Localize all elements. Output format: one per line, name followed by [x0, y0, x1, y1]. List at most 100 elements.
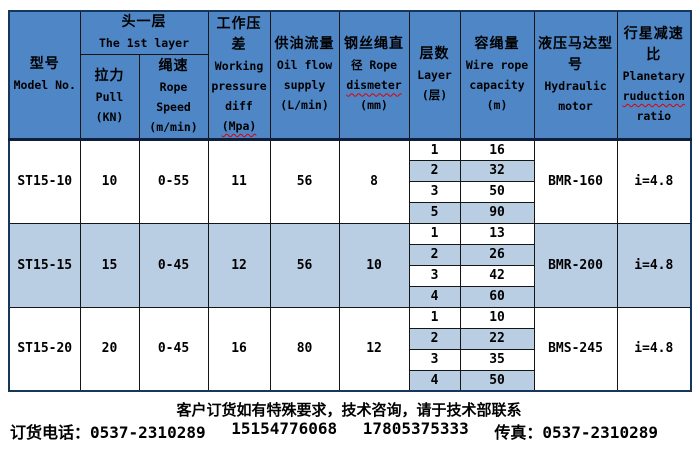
header-line: Planetary: [622, 68, 685, 83]
col-header-rope-diameter: 钢丝绳直 径 Rope dismeter (mm): [338, 10, 410, 140]
header-line: pressure: [211, 78, 267, 93]
layer-cell: 4: [408, 285, 461, 308]
table-row: ST15-10 10 0-55 11 56 8 1 16 BMR-160 i=4…: [8, 138, 692, 224]
spec-table: 型号 Model No. 头一层 The 1st layer 工作压差 Work…: [8, 10, 693, 392]
pressure-cell: 16: [207, 306, 271, 392]
header-line: Working: [214, 58, 264, 73]
oil-cell: 56: [269, 222, 340, 308]
phone-number-3: 17805375333: [362, 419, 469, 438]
header-line: 径 Rope: [350, 58, 398, 73]
ratio-cell: i=4.8: [616, 138, 692, 224]
layer-cell: 2: [408, 327, 461, 350]
col-header-capacity: 容绳量 Wire rope capacity (m): [459, 10, 535, 140]
phone-number-2: 15154776068: [231, 419, 338, 438]
header-line: The 1st layer: [99, 36, 190, 51]
col-header-ratio: 行星减速 比 Planetary ruduction ratio: [616, 10, 692, 140]
header-line-misspelled: ruduction: [622, 88, 685, 103]
header-line: 层数: [419, 46, 450, 63]
diameter-cell: 10: [338, 222, 410, 308]
header-line: Rope: [159, 79, 188, 94]
capacity-cell: 50: [459, 180, 535, 203]
header-line: ratio: [636, 108, 672, 123]
header-line: diff: [225, 98, 253, 113]
col-header-first-layer: 头一层 The 1st layer: [79, 10, 209, 55]
pull-cell: 15: [79, 222, 140, 308]
col-header-motor: 液压马达型 号 Hydraulic motor: [533, 10, 618, 140]
capacity-cell: 16: [459, 138, 535, 161]
header-line: Wire rope: [465, 58, 529, 73]
capacity-cell: 50: [459, 369, 535, 392]
layer-cell: 1: [408, 222, 461, 245]
capacity-cell: 10: [459, 306, 535, 329]
layer-cell: 2: [408, 243, 461, 266]
header-line: (L/min): [280, 98, 329, 113]
pull-cell: 10: [79, 138, 140, 224]
header-line: capacity: [469, 78, 525, 93]
col-header-layer: 层数 Layer (层): [408, 10, 461, 140]
header-line: 型号: [29, 56, 60, 73]
header-line-misspelled: (Mpa): [221, 118, 257, 133]
motor-cell: BMR-200: [533, 222, 618, 308]
layer-cell: 4: [408, 369, 461, 392]
col-header-oil-flow: 供油流量 Oil flow supply (L/min): [269, 10, 340, 140]
speed-cell: 0-45: [138, 222, 209, 308]
table-header: 型号 Model No. 头一层 The 1st layer 工作压差 Work…: [8, 10, 692, 140]
header-line: 拉力: [94, 67, 125, 84]
pull-cell: 20: [79, 306, 140, 392]
order-phone: 订货电话：0537-2310289: [10, 423, 206, 442]
header-line: 比: [646, 46, 662, 63]
header-line: 供油流量: [274, 36, 335, 53]
header-line: Speed: [156, 99, 191, 114]
layer-cell: 1: [408, 138, 461, 161]
col-header-pull: 拉力 Pull (KN): [79, 53, 140, 140]
speed-cell: 0-45: [138, 306, 209, 392]
table-row: ST15-15 15 0-45 12 56 10 1 13 BMR-200 i=…: [8, 222, 692, 308]
oil-cell: 80: [269, 306, 340, 392]
capacity-cell: 42: [459, 264, 535, 287]
layer-cell: 5: [408, 201, 461, 224]
header-line: 容绳量: [474, 36, 520, 53]
pressure-cell: 12: [207, 222, 271, 308]
header-line: 液压马达型: [538, 35, 614, 52]
layer-cell: 3: [408, 180, 461, 203]
diameter-cell: 8: [338, 138, 410, 224]
oil-cell: 56: [269, 138, 340, 224]
header-line: Model No.: [13, 78, 76, 93]
ratio-cell: i=4.8: [616, 222, 692, 308]
layer-cell: 3: [408, 264, 461, 287]
capacity-cell: 13: [459, 222, 535, 245]
header-line: 头一层: [121, 14, 167, 31]
header-line: Layer: [417, 68, 452, 83]
capacity-cell: 22: [459, 327, 535, 350]
col-header-pressure: 工作压差 Working pressure diff (Mpa): [207, 10, 271, 140]
col-header-model: 型号 Model No.: [8, 10, 81, 140]
footer-note: 客户订货如有特殊要求，技术咨询，请于技术部联系: [176, 401, 522, 419]
layer-cell: 1: [408, 306, 461, 329]
header-line: 工作压差: [216, 15, 262, 53]
header-line: (m/min): [149, 119, 198, 134]
fax-number: 传真：0537-2310289: [494, 423, 658, 442]
header-line: (KN): [95, 109, 124, 124]
diameter-cell: 12: [338, 306, 410, 392]
header-line: supply: [283, 78, 326, 93]
model-cell: ST15-10: [8, 138, 81, 224]
header-line-misspelled: dismeter: [346, 78, 402, 93]
capacity-cell: 60: [459, 285, 535, 308]
header-line: Pull: [95, 89, 124, 104]
pressure-cell: 11: [207, 138, 271, 224]
model-cell: ST15-20: [8, 306, 81, 392]
capacity-cell: 35: [459, 348, 535, 371]
motor-cell: BMS-245: [533, 306, 618, 392]
footer-contacts: 订货电话：0537-2310289 15154776068 1780537533…: [10, 419, 658, 443]
layer-cell: 2: [408, 159, 461, 182]
model-cell: ST15-15: [8, 222, 81, 308]
header-line: 绳速: [158, 57, 189, 74]
header-line: (mm): [360, 98, 388, 113]
col-header-rope-speed: 绳速 Rope Speed (m/min): [138, 53, 209, 140]
header-line: (层): [421, 88, 448, 103]
header-line: 钢丝绳直: [344, 36, 405, 53]
header-line: Oil flow: [276, 58, 333, 73]
motor-cell: BMR-160: [533, 138, 618, 224]
capacity-cell: 32: [459, 159, 535, 182]
